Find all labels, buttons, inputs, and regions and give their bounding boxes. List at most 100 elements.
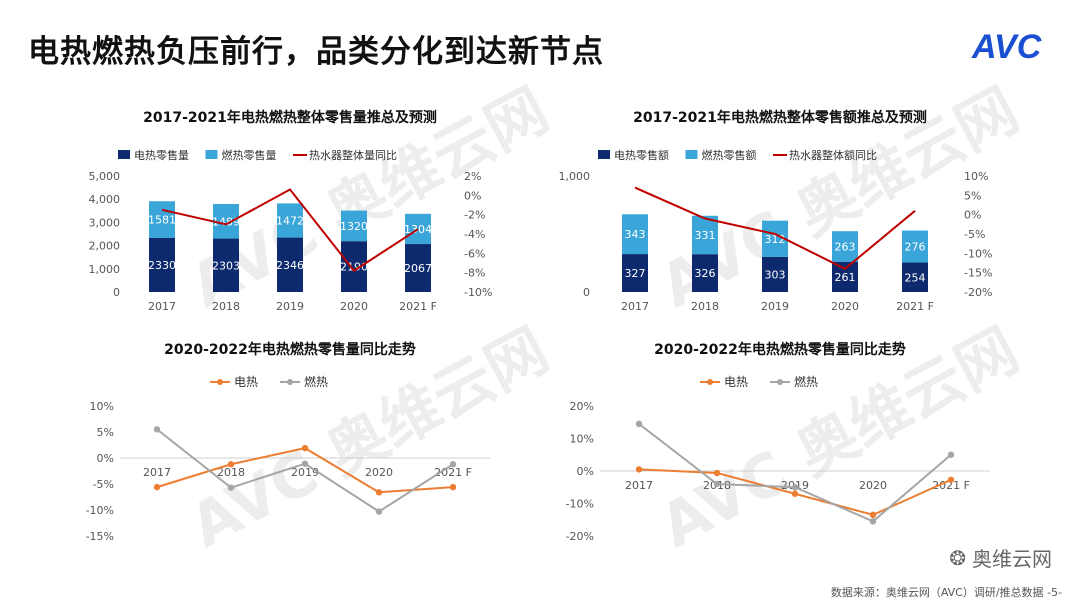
bar-value-label: 1320 xyxy=(340,220,368,233)
y2-tick-label: -10% xyxy=(964,247,992,260)
legend-label: 电热 xyxy=(234,375,258,389)
legend-swatch xyxy=(598,150,610,159)
y-tick-label: 20% xyxy=(570,400,594,413)
y-tick-label: 0% xyxy=(97,452,114,465)
y-tick-label: 1,000 xyxy=(559,170,591,183)
y2-tick-label: 5% xyxy=(964,189,981,202)
y2-tick-label: -6% xyxy=(464,247,485,260)
yoy-line xyxy=(161,188,419,273)
yoy-line xyxy=(634,186,916,270)
data-point xyxy=(791,484,799,491)
retail-value-chart: 2017-2021年电热燃热整体零售额推总及预测 电热零售额 燃热零售额 热水器整体额… xyxy=(540,100,1020,320)
legend-marker xyxy=(217,379,223,385)
y-tick-label: -10% xyxy=(86,504,114,517)
chart-title: 2020-2022年电热燃热零售量同比走势 xyxy=(164,341,416,358)
legend-label: 电热零售量 xyxy=(134,148,189,162)
bar xyxy=(832,231,858,262)
x-tick-label: 2021 F xyxy=(399,300,437,313)
data-point xyxy=(301,460,309,467)
data-point xyxy=(375,489,383,496)
volume-yoy-chart-right: 2020-2022年电热燃热零售量同比走势 电热 燃热 -20% -10% 0% 10% 20… xyxy=(540,330,1020,560)
data-point xyxy=(153,426,161,433)
bar xyxy=(341,210,367,242)
x-tick-label: 2020 xyxy=(831,300,859,313)
legend-swatch xyxy=(118,150,130,159)
bar xyxy=(692,254,718,292)
x-tick-label: 2019 xyxy=(276,300,304,313)
bar-value-label: 303 xyxy=(765,268,786,281)
y2-tick-label: -20% xyxy=(964,286,992,299)
x-tick-label: 2021 F xyxy=(896,300,934,313)
bar-value-label: 331 xyxy=(695,229,716,242)
series-line xyxy=(638,423,952,523)
x-tick-label: 2017 xyxy=(621,300,649,313)
bar xyxy=(341,241,367,292)
bar-value-label: 1472 xyxy=(276,214,304,227)
data-point xyxy=(713,469,721,477)
bar xyxy=(762,256,788,292)
legend-label: 电热零售额 xyxy=(614,148,669,162)
bar xyxy=(832,261,858,292)
y-tick-label: -20% xyxy=(566,530,594,543)
y2-tick-label: 10% xyxy=(964,170,988,183)
y2-tick-label: 0% xyxy=(964,209,981,222)
volume-yoy-chart-left: 2020-2022年电热燃热零售量同比走势 电热 燃热 -15% -10% -5% 0% 5%… xyxy=(60,330,520,560)
avc-logo: AVC xyxy=(971,28,1042,66)
bar xyxy=(622,214,648,255)
bar xyxy=(149,201,175,238)
y-tick-label: 10% xyxy=(570,433,594,446)
bar-value-label: 263 xyxy=(835,240,856,253)
data-point xyxy=(449,483,457,491)
svg-text:AVC: AVC xyxy=(971,28,1042,66)
x-tick-label: 2017 xyxy=(625,479,653,492)
x-tick-label: 2020 xyxy=(340,300,368,313)
data-point xyxy=(449,461,457,468)
x-tick-label: 2017 xyxy=(148,300,176,313)
bar xyxy=(213,238,239,292)
y-tick-label: 2,000 xyxy=(89,240,121,253)
legend-label: 燃热零售额 xyxy=(702,148,757,162)
wechat-label: 奥维云网 xyxy=(972,547,1052,571)
y-tick-label: 5,000 xyxy=(89,170,121,183)
data-point xyxy=(869,518,877,525)
bar xyxy=(405,213,431,245)
y-tick-label: 0% xyxy=(577,465,594,478)
y2-tick-label: 0% xyxy=(464,189,481,202)
bar xyxy=(149,237,175,292)
x-tick-label: 2018 xyxy=(212,300,240,313)
y2-tick-label: -5% xyxy=(964,228,985,241)
bar xyxy=(277,237,303,292)
y-tick-label: 0 xyxy=(113,286,120,299)
x-tick-label: 2020 xyxy=(859,479,887,492)
x-tick-label: 2018 xyxy=(217,466,245,479)
legend-label: 燃热 xyxy=(304,374,328,389)
y-tick-label: 10% xyxy=(90,400,114,413)
data-point xyxy=(301,444,309,452)
bar-value-label: 2330 xyxy=(148,259,176,272)
legend-label: 燃热零售量 xyxy=(222,148,277,162)
wechat-icon: ❂ xyxy=(949,545,966,570)
legend-marker xyxy=(777,379,783,385)
y-tick-label: 0 xyxy=(583,286,590,299)
bar-value-label: 2346 xyxy=(276,259,304,272)
y-tick-label: -15% xyxy=(86,530,114,543)
chart-title: 2017-2021年电热燃热整体零售额推总及预测 xyxy=(633,109,927,126)
footer: 数据来源：奥维云网（AVC）调研/推总数据 -5- xyxy=(831,584,1062,600)
chart-title: 2020-2022年电热燃热零售量同比走势 xyxy=(654,341,906,358)
y2-tick-label: -15% xyxy=(964,267,992,280)
legend-marker xyxy=(707,379,713,385)
bar-value-label: 2190 xyxy=(340,261,368,274)
legend-swatch xyxy=(685,150,698,159)
legend-swatch xyxy=(205,150,218,159)
x-tick-label: 2021 F xyxy=(932,479,970,492)
bar-value-label: 343 xyxy=(625,228,646,241)
retail-volume-chart: 2017-2021年电热燃热整体零售量推总及预测 电热零售量 燃热零售量 热水器整体量… xyxy=(60,100,520,320)
data-point xyxy=(713,480,721,488)
page-title: 电热燃热负压前行，品类分化到达新节点 xyxy=(28,34,604,70)
bar xyxy=(277,203,303,238)
legend-label: 电热 xyxy=(724,375,748,389)
data-point xyxy=(227,484,235,491)
